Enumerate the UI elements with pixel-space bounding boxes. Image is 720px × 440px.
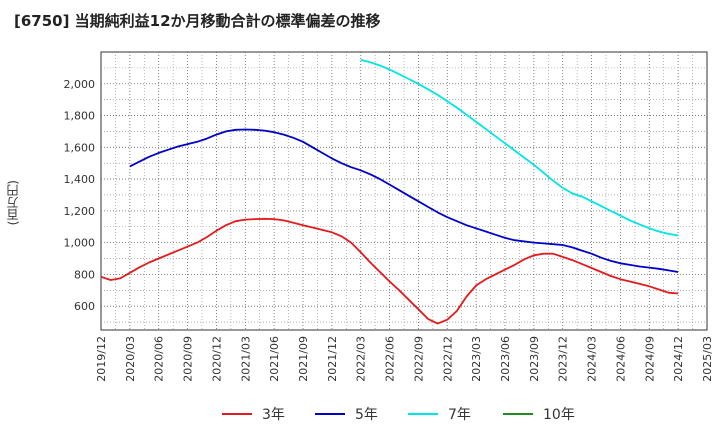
y-tick-label: 2,000 (64, 78, 96, 91)
legend-label-3: 7年 (448, 407, 471, 423)
x-tick-label: 2020/03 (124, 336, 137, 382)
x-tick-label: 2023/03 (470, 336, 483, 382)
x-tick-label: 2020/09 (182, 336, 195, 382)
x-tick-label: 2024/09 (643, 336, 656, 382)
series-line-2 (129, 128, 679, 273)
x-tick-label: 2021/06 (268, 336, 281, 382)
x-tick-label: 2024/03 (586, 336, 599, 382)
x-tick-label: 2023/06 (499, 336, 512, 382)
y-tick-label: 1,400 (64, 173, 96, 186)
x-tick-label: 2019/12 (95, 336, 108, 382)
legend-label-2: 5年 (355, 407, 378, 423)
series-line-1 (100, 217, 679, 325)
series-line-3 (360, 59, 679, 237)
x-tick-label: 2021/03 (239, 336, 252, 382)
y-tick-label: 1,800 (64, 110, 96, 123)
x-tick-label: 2025/03 (701, 336, 714, 382)
legend-label-1: 3年 (262, 407, 285, 423)
x-tick-label: 2022/03 (355, 336, 368, 382)
x-tick-label: 2022/12 (441, 336, 454, 382)
y-tick-label: 800 (74, 268, 95, 281)
y-tick-label: 1,200 (64, 205, 96, 218)
x-tick-label: 2020/06 (153, 336, 166, 382)
y-tick-label: 600 (74, 300, 95, 313)
x-tick-label: 2020/12 (210, 336, 223, 382)
x-tick-label: 2021/12 (326, 336, 339, 382)
x-tick-label: 2023/09 (528, 336, 541, 382)
y-tick-label: 1,600 (64, 141, 96, 154)
legend-label-4: 10年 (543, 407, 575, 423)
x-tick-label: 2024/06 (614, 336, 627, 382)
x-tick-label: 2024/12 (672, 336, 685, 382)
x-tick-label: 2022/06 (384, 336, 397, 382)
chart-title: [6750] 当期純利益12か月移動合計の標準偏差の推移 (14, 12, 381, 30)
x-tick-label: 2023/12 (557, 336, 570, 382)
x-tick-label: 2021/09 (297, 336, 310, 382)
x-tick-label: 2022/09 (412, 336, 425, 382)
y-tick-label: 1,000 (64, 237, 96, 250)
